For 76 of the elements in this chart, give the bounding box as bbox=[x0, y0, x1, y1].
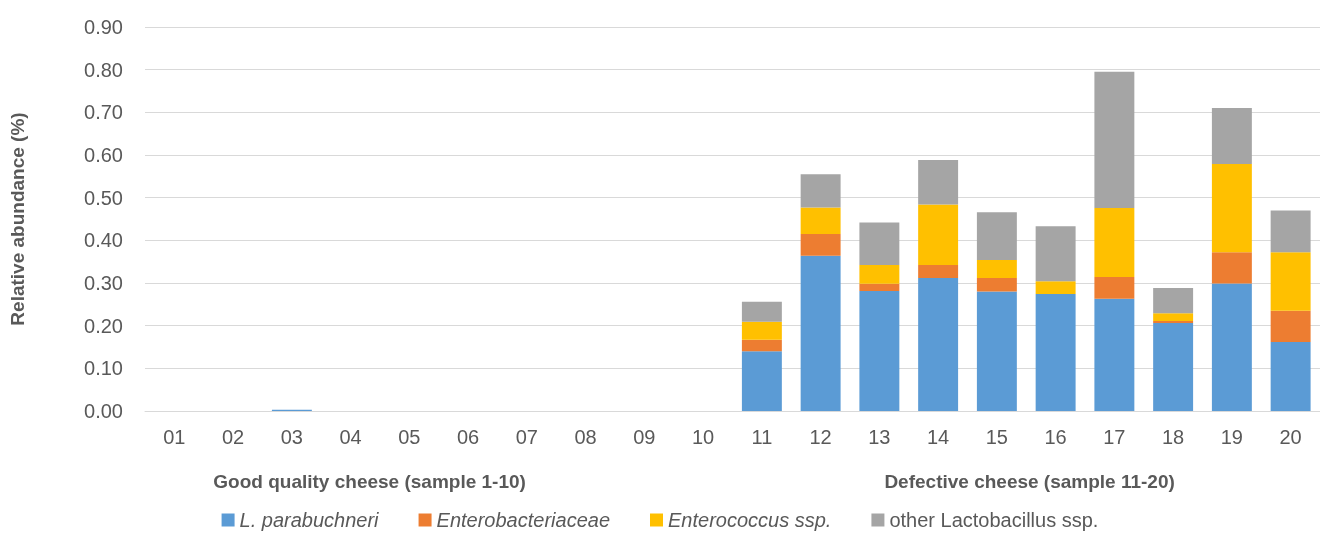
bar bbox=[1270, 341, 1311, 411]
x-tick-label: 09 bbox=[633, 426, 656, 448]
text: Defective cheese (sample 11-20) bbox=[884, 471, 1175, 492]
bar bbox=[918, 204, 959, 266]
x-tick-label: 01 bbox=[163, 426, 186, 448]
y-tick-label: 0.80 bbox=[84, 58, 123, 81]
x-tick-label: 14 bbox=[927, 426, 950, 448]
bar bbox=[1153, 313, 1194, 321]
bar bbox=[1211, 108, 1252, 164]
legend-label: Enterobacteriaceae bbox=[436, 509, 611, 531]
bar bbox=[800, 174, 841, 208]
x-tick-label: 04 bbox=[339, 426, 362, 448]
bar bbox=[1094, 71, 1135, 208]
x-tick-label: 12 bbox=[809, 426, 832, 448]
bar bbox=[918, 160, 959, 205]
x-tick-label: 18 bbox=[1162, 426, 1185, 448]
bar bbox=[859, 265, 900, 284]
bar bbox=[1270, 310, 1311, 342]
x-tick-label: 07 bbox=[515, 426, 538, 448]
bar bbox=[859, 283, 900, 292]
x-tick-label: 08 bbox=[574, 426, 597, 448]
bar bbox=[1211, 283, 1252, 411]
text: Good quality cheese (sample 1-10) bbox=[213, 471, 526, 492]
bar bbox=[741, 301, 782, 322]
bar bbox=[1035, 281, 1076, 295]
y-tick-label: 0.30 bbox=[84, 272, 123, 294]
x-tick-label: 15 bbox=[985, 426, 1008, 448]
bar bbox=[1153, 323, 1194, 411]
y-tick-label: 0.70 bbox=[84, 101, 123, 124]
y-tick-label: 0.00 bbox=[84, 400, 123, 422]
y-tick-label: 0.90 bbox=[84, 16, 123, 38]
bar bbox=[976, 259, 1017, 278]
x-tick-label: 02 bbox=[222, 426, 245, 448]
bar bbox=[800, 255, 841, 411]
bar bbox=[1211, 163, 1252, 253]
x-tick-label: 17 bbox=[1103, 426, 1126, 448]
x-tick-label: 13 bbox=[868, 426, 891, 448]
bar bbox=[741, 321, 782, 340]
bar bbox=[859, 222, 900, 266]
y-tick-label: 0.10 bbox=[84, 357, 123, 380]
bar bbox=[1153, 320, 1194, 324]
bar bbox=[1211, 252, 1252, 284]
bar bbox=[1270, 252, 1311, 311]
bar bbox=[859, 291, 900, 411]
bar bbox=[1094, 207, 1135, 278]
bar bbox=[1094, 298, 1135, 411]
bar bbox=[800, 233, 841, 256]
bar bbox=[1035, 294, 1076, 411]
legend-label: L. parabuchneri bbox=[239, 509, 380, 531]
x-tick-label: 16 bbox=[1044, 426, 1067, 448]
bar bbox=[800, 207, 841, 234]
y-tick-label: 0.20 bbox=[84, 314, 123, 337]
x-tick-label: 10 bbox=[692, 426, 715, 448]
bar bbox=[1094, 277, 1135, 299]
bar bbox=[1035, 226, 1076, 282]
bar bbox=[741, 339, 782, 352]
x-tick-label: 05 bbox=[398, 426, 421, 448]
x-tick-label: 11 bbox=[751, 426, 773, 448]
y-tick-label: 0.40 bbox=[84, 229, 123, 252]
y-tick-label: 0.50 bbox=[84, 186, 123, 209]
bar bbox=[1153, 288, 1194, 314]
bar bbox=[976, 277, 1017, 292]
bar bbox=[741, 351, 782, 411]
y-axis-title: Relative abundance (%) bbox=[7, 112, 28, 326]
bar bbox=[918, 265, 959, 278]
x-tick-label: 19 bbox=[1220, 426, 1243, 448]
bar bbox=[976, 212, 1017, 260]
x-tick-label: 06 bbox=[457, 426, 480, 448]
bar bbox=[1270, 210, 1311, 253]
legend-label: Enterococcus ssp. bbox=[668, 509, 832, 531]
bar bbox=[976, 291, 1017, 411]
y-tick-label: 0.60 bbox=[84, 144, 123, 166]
bar bbox=[918, 277, 959, 411]
legend-label: other Lactobacillus ssp. bbox=[889, 509, 1099, 531]
x-tick-label: 03 bbox=[280, 426, 303, 448]
x-tick-label: 20 bbox=[1279, 426, 1302, 448]
